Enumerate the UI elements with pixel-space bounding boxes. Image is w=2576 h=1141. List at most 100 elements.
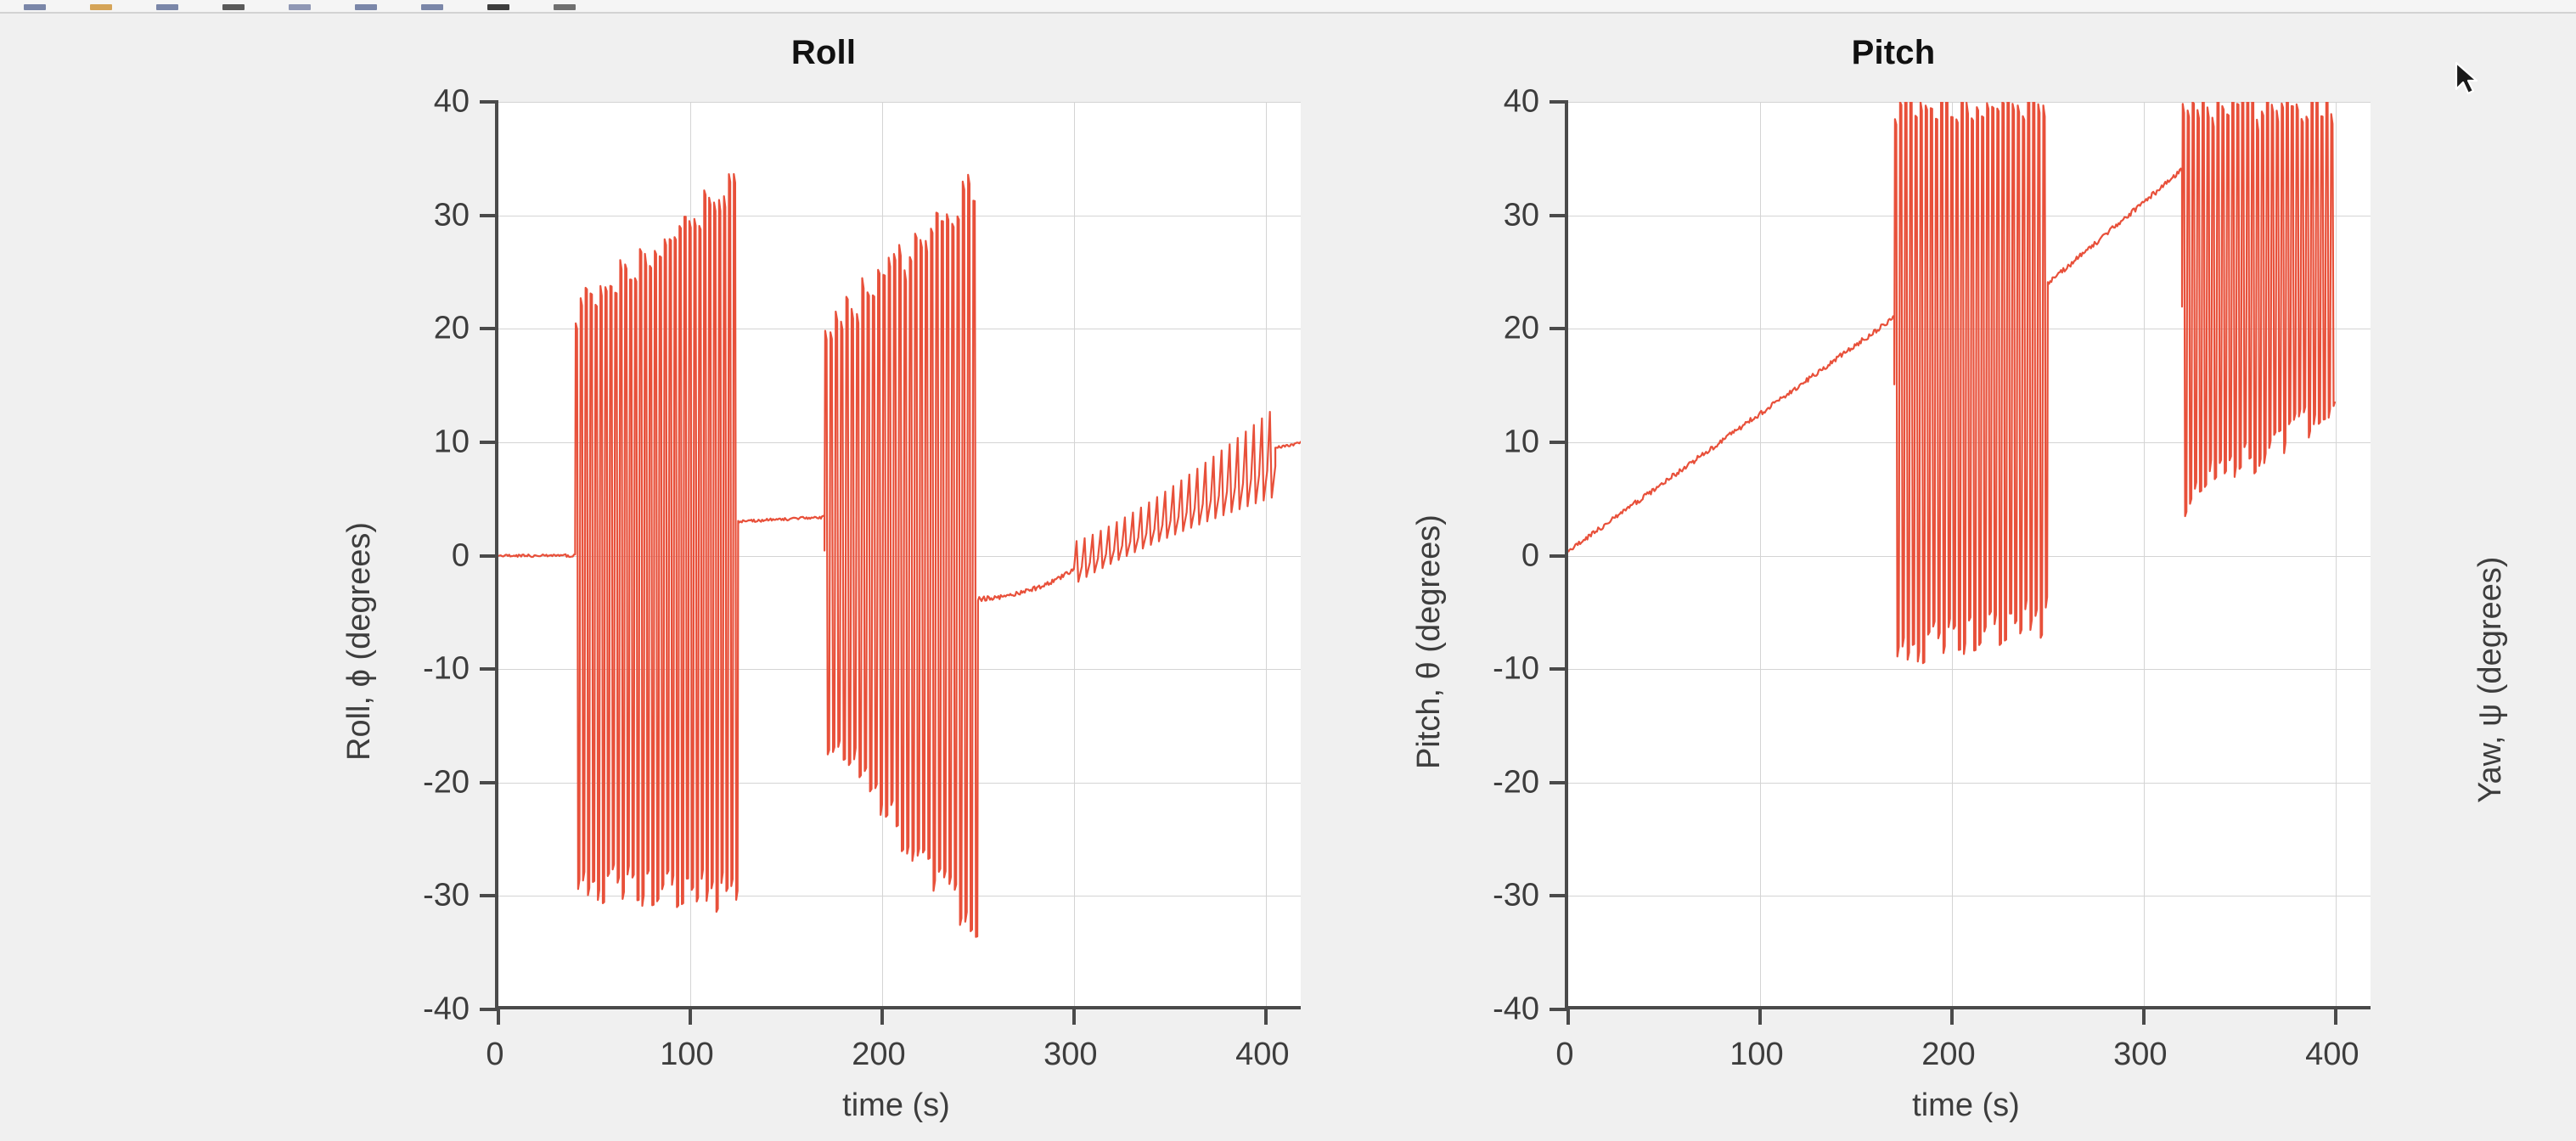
- x-tick-label: 300: [1043, 1037, 1098, 1072]
- y-tick-label: 40: [433, 83, 470, 120]
- toolbar-pan-icon[interactable]: [352, 0, 380, 10]
- gridline-vertical: [2335, 102, 2337, 1006]
- x-tick-label: 400: [2305, 1037, 2359, 1072]
- series-line: [1568, 102, 2337, 665]
- y-tick-label: -10: [1493, 650, 1539, 687]
- y-tick-label: 0: [1521, 537, 1539, 573]
- gridline-horizontal: [498, 102, 1301, 103]
- pitch-x-axis-label: time (s): [1912, 1088, 2020, 1123]
- y-axis-tick: [1550, 327, 1568, 331]
- y-tick-label: -30: [423, 877, 470, 913]
- y-tick-label: -20: [1493, 764, 1539, 801]
- series-line: [498, 172, 1301, 938]
- roll-title: Roll: [790, 34, 857, 71]
- yaw-y-axis-label: Yaw, ψ (degrees): [2472, 556, 2508, 803]
- data-trace: [498, 172, 1301, 938]
- zoom-out-icon: [289, 4, 311, 10]
- gridline-vertical: [1759, 102, 1761, 1006]
- x-tick-label: 0: [1555, 1037, 1574, 1072]
- y-axis-tick: [1550, 440, 1568, 444]
- x-axis-tick: [2333, 1006, 2337, 1025]
- x-axis-tick: [497, 1006, 500, 1025]
- y-tick-label: 30: [1503, 197, 1539, 233]
- y-tick-label: 20: [1503, 310, 1539, 346]
- toolbar-zoom-out-icon[interactable]: [285, 0, 314, 10]
- toolbar-rotate-3d-icon[interactable]: [418, 0, 447, 10]
- x-axis-tick: [1071, 1006, 1076, 1025]
- x-tick-label: 100: [660, 1037, 714, 1072]
- subplot-roll: Roll Roll, ϕ (degrees) time (s) 40 30 20 10…: [280, 14, 1367, 1141]
- y-axis-tick: [1550, 100, 1568, 104]
- toolbar-open-folder-icon[interactable]: [87, 0, 115, 10]
- gridline-horizontal: [1568, 669, 2371, 671]
- x-tick-label: 200: [852, 1037, 906, 1072]
- y-tick-label: -30: [1493, 877, 1539, 913]
- save-icon: [24, 4, 46, 10]
- y-axis-tick: [480, 327, 498, 331]
- gridline-vertical: [1265, 102, 1267, 1006]
- y-tick-label: -20: [423, 764, 470, 801]
- gridline-horizontal: [1568, 102, 2371, 103]
- y-axis-tick: [1550, 213, 1568, 217]
- y-tick-label: -10: [423, 650, 470, 687]
- data-cursor-icon: [487, 4, 509, 10]
- toolbar-data-cursor-icon[interactable]: [484, 0, 513, 10]
- x-axis-tick: [688, 1006, 692, 1025]
- y-tick-label: 10: [433, 424, 470, 460]
- y-axis-tick: [1550, 1008, 1568, 1011]
- y-axis-tick: [480, 213, 498, 217]
- gridline-vertical: [2143, 102, 2145, 1006]
- roll-y-axis-label: Roll, ϕ (degrees): [341, 521, 377, 761]
- x-tick-label: 200: [1921, 1037, 1976, 1072]
- roll-x-axis-label: time (s): [842, 1088, 950, 1123]
- y-tick-label: 40: [1503, 83, 1539, 120]
- y-axis-tick: [480, 894, 498, 898]
- y-tick-label: 0: [451, 537, 470, 573]
- y-axis-tick: [480, 100, 498, 104]
- y-axis-tick: [480, 780, 498, 784]
- x-tick-label: 0: [486, 1037, 504, 1072]
- y-axis-tick: [480, 554, 498, 558]
- y-axis-tick: [480, 440, 498, 444]
- y-axis-tick: [480, 667, 498, 672]
- toolbar-save-icon[interactable]: [20, 0, 49, 10]
- toolbar-insert-legend-icon[interactable]: [550, 0, 579, 10]
- y-axis-tick: [1550, 667, 1568, 672]
- y-axis-tick: [1550, 780, 1568, 784]
- x-axis-tick: [1949, 1006, 1954, 1025]
- data-trace: [1568, 102, 2337, 665]
- y-tick-label: -40: [423, 991, 470, 1027]
- figure-toolbar[interactable]: [0, 0, 2576, 14]
- y-axis-tick: [1550, 894, 1568, 898]
- pan-icon: [355, 4, 377, 10]
- y-tick-label: 20: [433, 310, 470, 346]
- subplot-yaw: Yaw, ψ (degrees) 35302520151050-5: [2420, 14, 2576, 1141]
- x-axis-tick: [2141, 1006, 2146, 1025]
- gridline-vertical: [1073, 102, 1075, 1006]
- x-axis-tick: [1263, 1006, 1268, 1025]
- y-tick-label: -40: [1493, 991, 1539, 1027]
- y-tick-label: 10: [1503, 424, 1539, 460]
- pitch-title: Pitch: [1851, 34, 1936, 71]
- insert-legend-icon: [554, 4, 576, 10]
- x-axis-tick: [1758, 1006, 1762, 1025]
- toolbar-zoom-in-icon[interactable]: [219, 0, 248, 10]
- subplot-pitch: Pitch Pitch, θ (degrees) time (s) 40 30 20…: [1350, 14, 2437, 1141]
- pitch-y-axis-label: Pitch, θ (degrees): [1411, 514, 1447, 769]
- y-axis-tick: [1550, 554, 1568, 558]
- x-axis-tick: [880, 1006, 884, 1025]
- roll-axes[interactable]: [480, 100, 1301, 1025]
- x-axis-tick: [1566, 1006, 1570, 1025]
- toolbar-print-icon[interactable]: [153, 0, 182, 10]
- figure-canvas: Roll Roll, ϕ (degrees) time (s) 40 30 20 10…: [0, 14, 2576, 1141]
- pitch-axes[interactable]: [1550, 100, 2371, 1025]
- y-axis-tick: [480, 1008, 498, 1011]
- x-tick-label: 300: [2113, 1037, 2168, 1072]
- gridline-horizontal: [498, 782, 1301, 784]
- x-tick-label: 100: [1730, 1037, 1784, 1072]
- y-tick-label: 30: [433, 197, 470, 233]
- x-tick-label: 400: [1235, 1037, 1290, 1072]
- zoom-in-icon: [222, 4, 245, 10]
- gridline-horizontal: [498, 555, 1301, 557]
